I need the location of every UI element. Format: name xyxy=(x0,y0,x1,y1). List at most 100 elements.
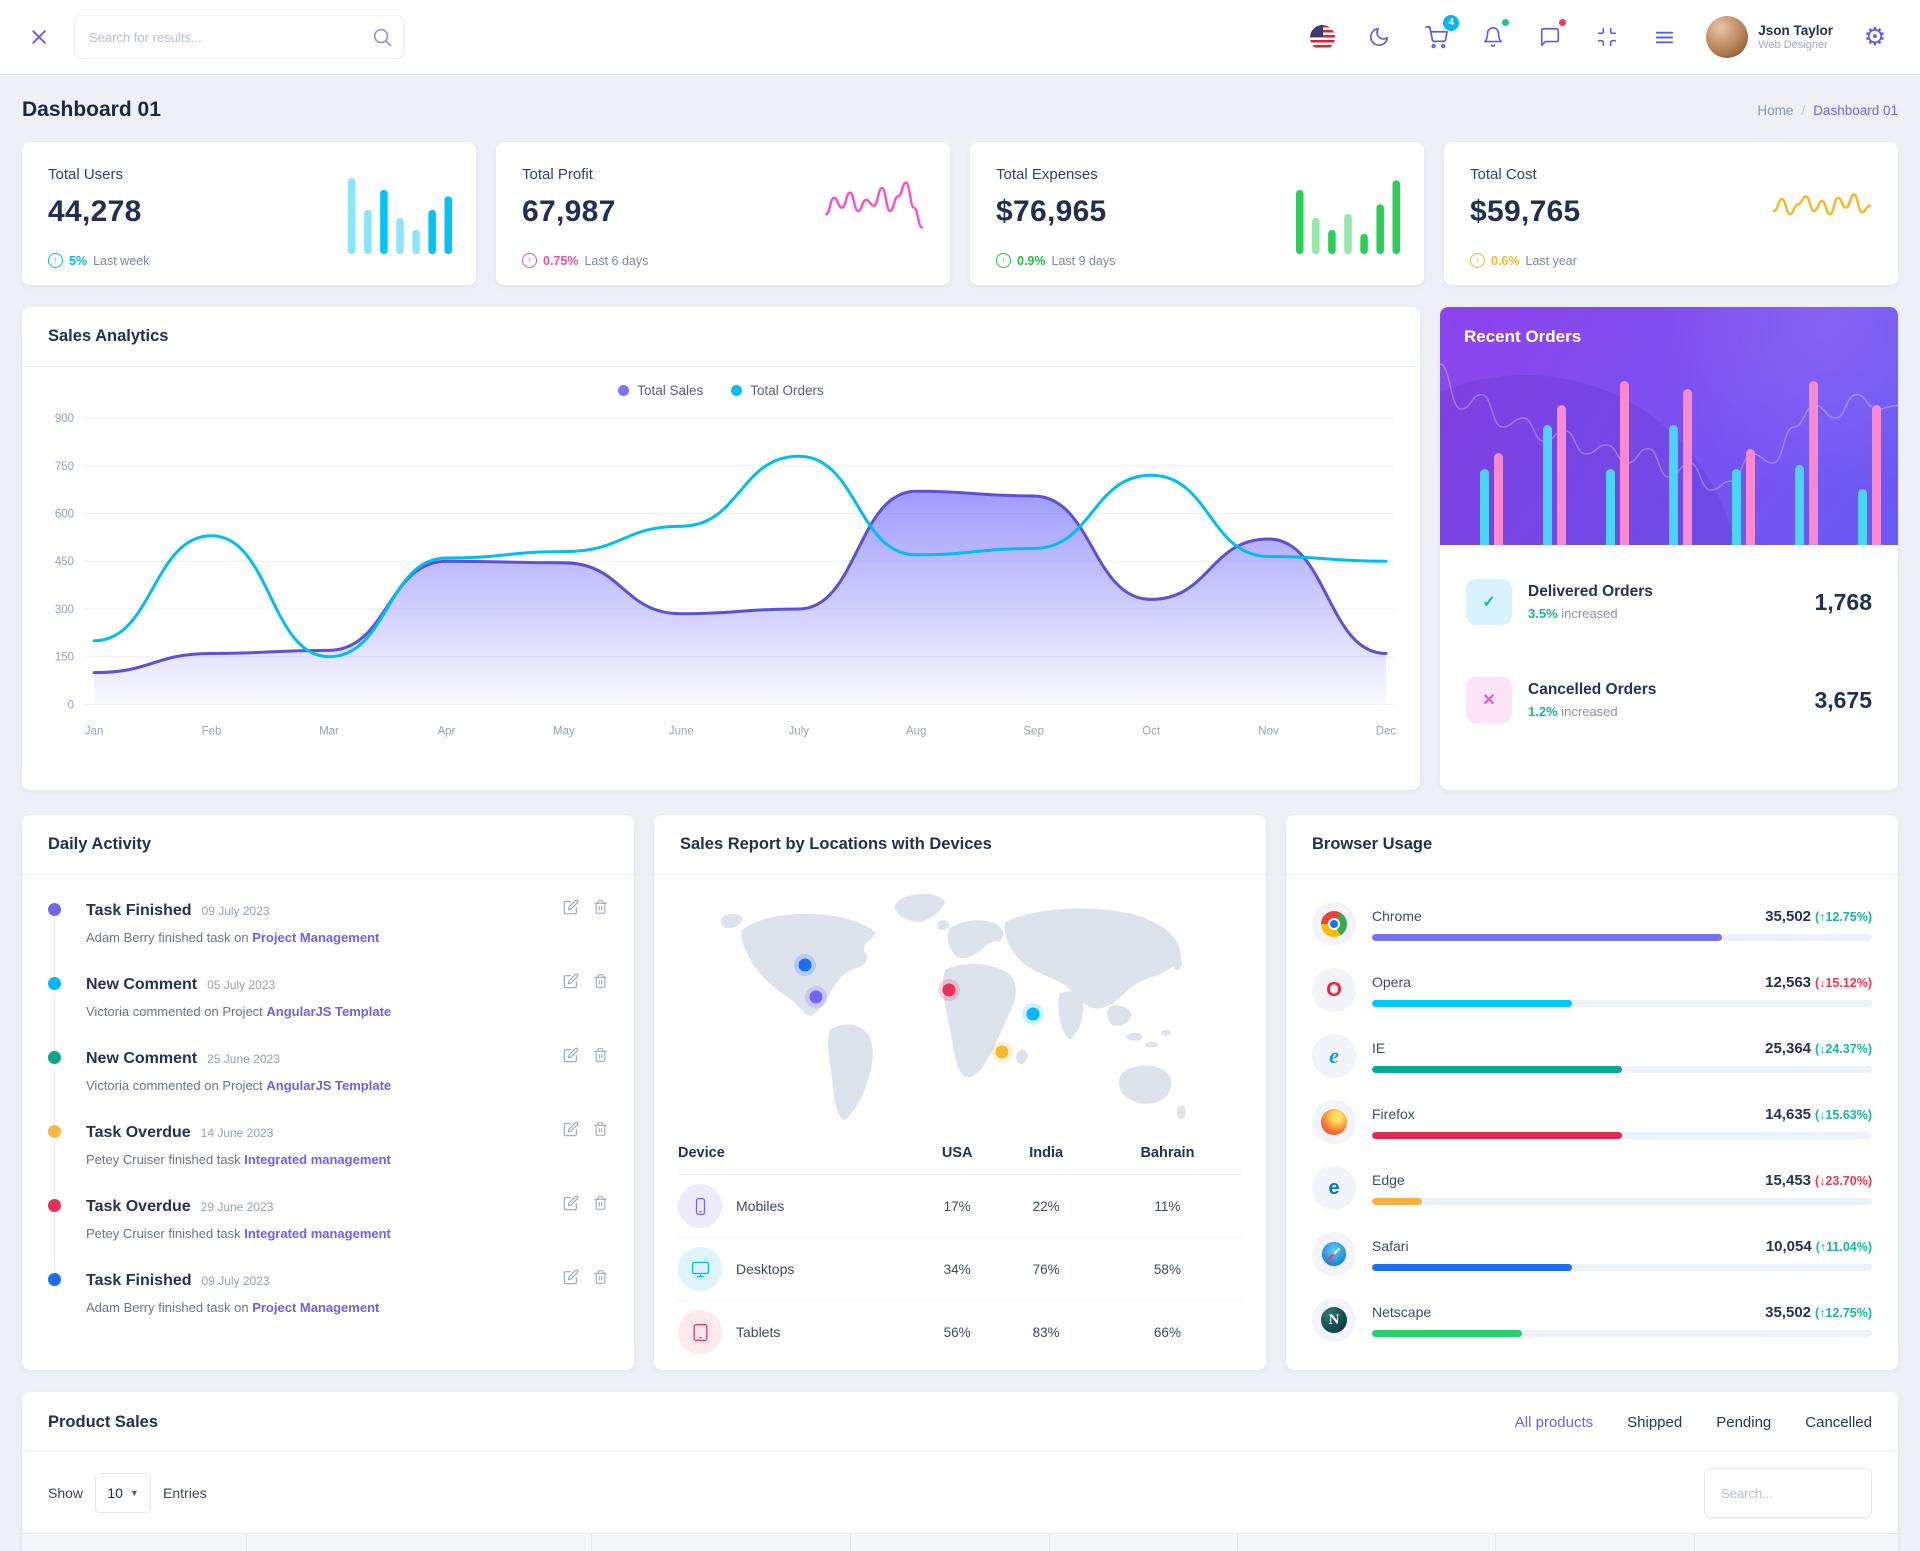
edit-icon[interactable] xyxy=(563,1121,579,1137)
browser-usage-bar xyxy=(1372,1197,1872,1205)
activity-item: New Comment 25 June 2023 Victoria commen… xyxy=(48,1047,608,1125)
recent-orders-card: Recent Orders ✓ Delivered Orders 3.5% incr… xyxy=(1440,307,1898,790)
legend-total-sales[interactable]: Total Sales xyxy=(618,383,703,398)
browser-usage-row: N Netscape 35,502 (↑12.75%) xyxy=(1312,1287,1872,1353)
recent-orders-item: ✕ Cancelled Orders 1.2% increased 3,675 xyxy=(1466,651,1872,749)
user-menu[interactable]: Json Taylor Web Designer xyxy=(1706,16,1833,58)
browser-usage-row: Chrome 35,502 (↑12.75%) xyxy=(1312,891,1872,957)
edit-icon[interactable] xyxy=(563,973,579,989)
stat-value: $76,965 xyxy=(996,195,1107,228)
delete-icon[interactable] xyxy=(593,899,608,915)
activity-dot-icon xyxy=(48,1125,61,1138)
notifications-icon[interactable] xyxy=(1478,18,1511,52)
svg-text:0: 0 xyxy=(68,699,74,711)
chrome-icon xyxy=(1312,902,1356,946)
tab-cancelled[interactable]: Cancelled xyxy=(1805,1414,1872,1431)
close-icon[interactable] xyxy=(24,22,54,52)
activity-dot-icon xyxy=(48,1051,61,1064)
delete-icon[interactable] xyxy=(593,1047,608,1063)
tab-shipped[interactable]: Shipped xyxy=(1627,1414,1683,1431)
report-value: 83% xyxy=(1032,1324,1060,1340)
svg-text:750: 750 xyxy=(55,461,74,473)
show-label: Show xyxy=(48,1485,84,1501)
svg-text:Sep: Sep xyxy=(1023,725,1043,737)
breadcrumb: Home / Dashboard 01 xyxy=(1757,103,1898,118)
browser-usage-card: Browser Usage Chrome 35,502 (↑12.75%) O … xyxy=(1286,815,1898,1370)
table-search-input[interactable] xyxy=(1704,1468,1872,1518)
edit-icon[interactable] xyxy=(563,899,579,915)
browser-usage-bar xyxy=(1372,933,1872,941)
avatar[interactable] xyxy=(1706,16,1749,58)
stat-value: $59,765 xyxy=(1470,195,1581,228)
map-marker xyxy=(1026,1007,1040,1021)
delete-icon[interactable] xyxy=(593,1269,608,1285)
report-value: 58% xyxy=(1092,1237,1242,1301)
trend-up-icon: ↑ xyxy=(48,253,63,268)
ie-icon: e xyxy=(1312,1034,1356,1078)
search-icon[interactable] xyxy=(371,26,393,53)
edge-icon: e xyxy=(1312,1166,1356,1210)
breadcrumb-home[interactable]: Home xyxy=(1757,102,1794,118)
messages-icon[interactable] xyxy=(1535,18,1568,52)
delete-icon[interactable] xyxy=(593,1121,608,1137)
edit-icon[interactable] xyxy=(563,1269,579,1285)
tab-pending[interactable]: Pending xyxy=(1716,1414,1772,1431)
activity-item: Task Finished 09 July 2023 Adam Berry fi… xyxy=(48,899,608,977)
report-col-header: Device xyxy=(678,1133,915,1175)
activity-dot-icon xyxy=(48,1199,61,1212)
svg-text:May: May xyxy=(553,725,575,737)
world-map xyxy=(678,883,1242,1131)
notification-dot xyxy=(1501,18,1511,27)
language-flag-icon[interactable] xyxy=(1307,22,1337,52)
activity-dot-icon xyxy=(48,977,61,990)
x-icon: ✕ xyxy=(1466,677,1512,723)
settings-icon[interactable]: ⚙ xyxy=(1860,22,1890,52)
report-col-header: USA xyxy=(914,1133,1000,1175)
stat-value: 67,987 xyxy=(522,195,616,228)
svg-text:Oct: Oct xyxy=(1142,725,1161,737)
browser-usage-bar xyxy=(1372,1065,1872,1073)
stat-sparkline xyxy=(348,170,452,256)
edit-icon[interactable] xyxy=(563,1047,579,1063)
edit-icon[interactable] xyxy=(563,1195,579,1211)
entries-select[interactable]: 10 ▼ xyxy=(95,1473,152,1513)
page-title: Dashboard 01 xyxy=(22,98,161,121)
trend-up-icon: ↑ xyxy=(1470,253,1485,268)
svg-text:Mar: Mar xyxy=(319,725,339,737)
chart-legend: Total Sales Total Orders xyxy=(22,367,1420,400)
card-title: Recent Orders xyxy=(1464,327,1582,346)
sales-report-card: Sales Report by Locations with Devices xyxy=(654,815,1266,1370)
map-marker xyxy=(995,1045,1009,1059)
dark-mode-icon[interactable] xyxy=(1364,22,1394,52)
stat-period: Last 9 days xyxy=(1051,253,1116,268)
map-marker xyxy=(809,990,823,1004)
table-row: Mobiles 17% 22% 11% xyxy=(678,1174,1242,1238)
mobile-icon xyxy=(678,1184,722,1228)
svg-text:June: June xyxy=(669,725,694,737)
daily-activity-card: Daily Activity Task Finished 09 July 202… xyxy=(22,815,634,1370)
delete-icon[interactable] xyxy=(593,973,608,989)
svg-text:300: 300 xyxy=(55,604,74,616)
search-input[interactable] xyxy=(75,16,403,58)
search-box[interactable] xyxy=(74,15,404,59)
delete-icon[interactable] xyxy=(593,1195,608,1211)
svg-text:900: 900 xyxy=(55,413,74,425)
browser-usage-row: e IE 25,364 (↓24.37%) xyxy=(1312,1023,1872,1089)
browser-usage-row: O Opera 12,563 (↓15.12%) xyxy=(1312,957,1872,1023)
legend-total-orders[interactable]: Total Orders xyxy=(731,383,824,398)
cart-icon[interactable]: 4 xyxy=(1421,15,1460,52)
stat-card-total-profit: Total Profit 67,987 ↑ 0.75% Last 6 days xyxy=(496,142,950,285)
card-title: Browser Usage xyxy=(1312,835,1433,853)
activity-dot-icon xyxy=(48,903,61,916)
stat-sparkline xyxy=(1770,170,1874,256)
table-header-cutoff xyxy=(22,1533,1898,1551)
report-value: 11% xyxy=(1092,1174,1242,1238)
desktop-icon xyxy=(678,1247,722,1291)
sidebar-toggle-icon[interactable] xyxy=(1649,22,1679,52)
tab-all-products[interactable]: All products xyxy=(1514,1414,1594,1431)
report-value: 22% xyxy=(999,1174,1093,1238)
fullscreen-compress-icon[interactable] xyxy=(1592,22,1622,52)
svg-text:450: 450 xyxy=(55,556,74,568)
activity-item: Task Finished 09 July 2023 Adam Berry fi… xyxy=(48,1269,608,1343)
chevron-down-icon: ▼ xyxy=(129,1488,139,1498)
